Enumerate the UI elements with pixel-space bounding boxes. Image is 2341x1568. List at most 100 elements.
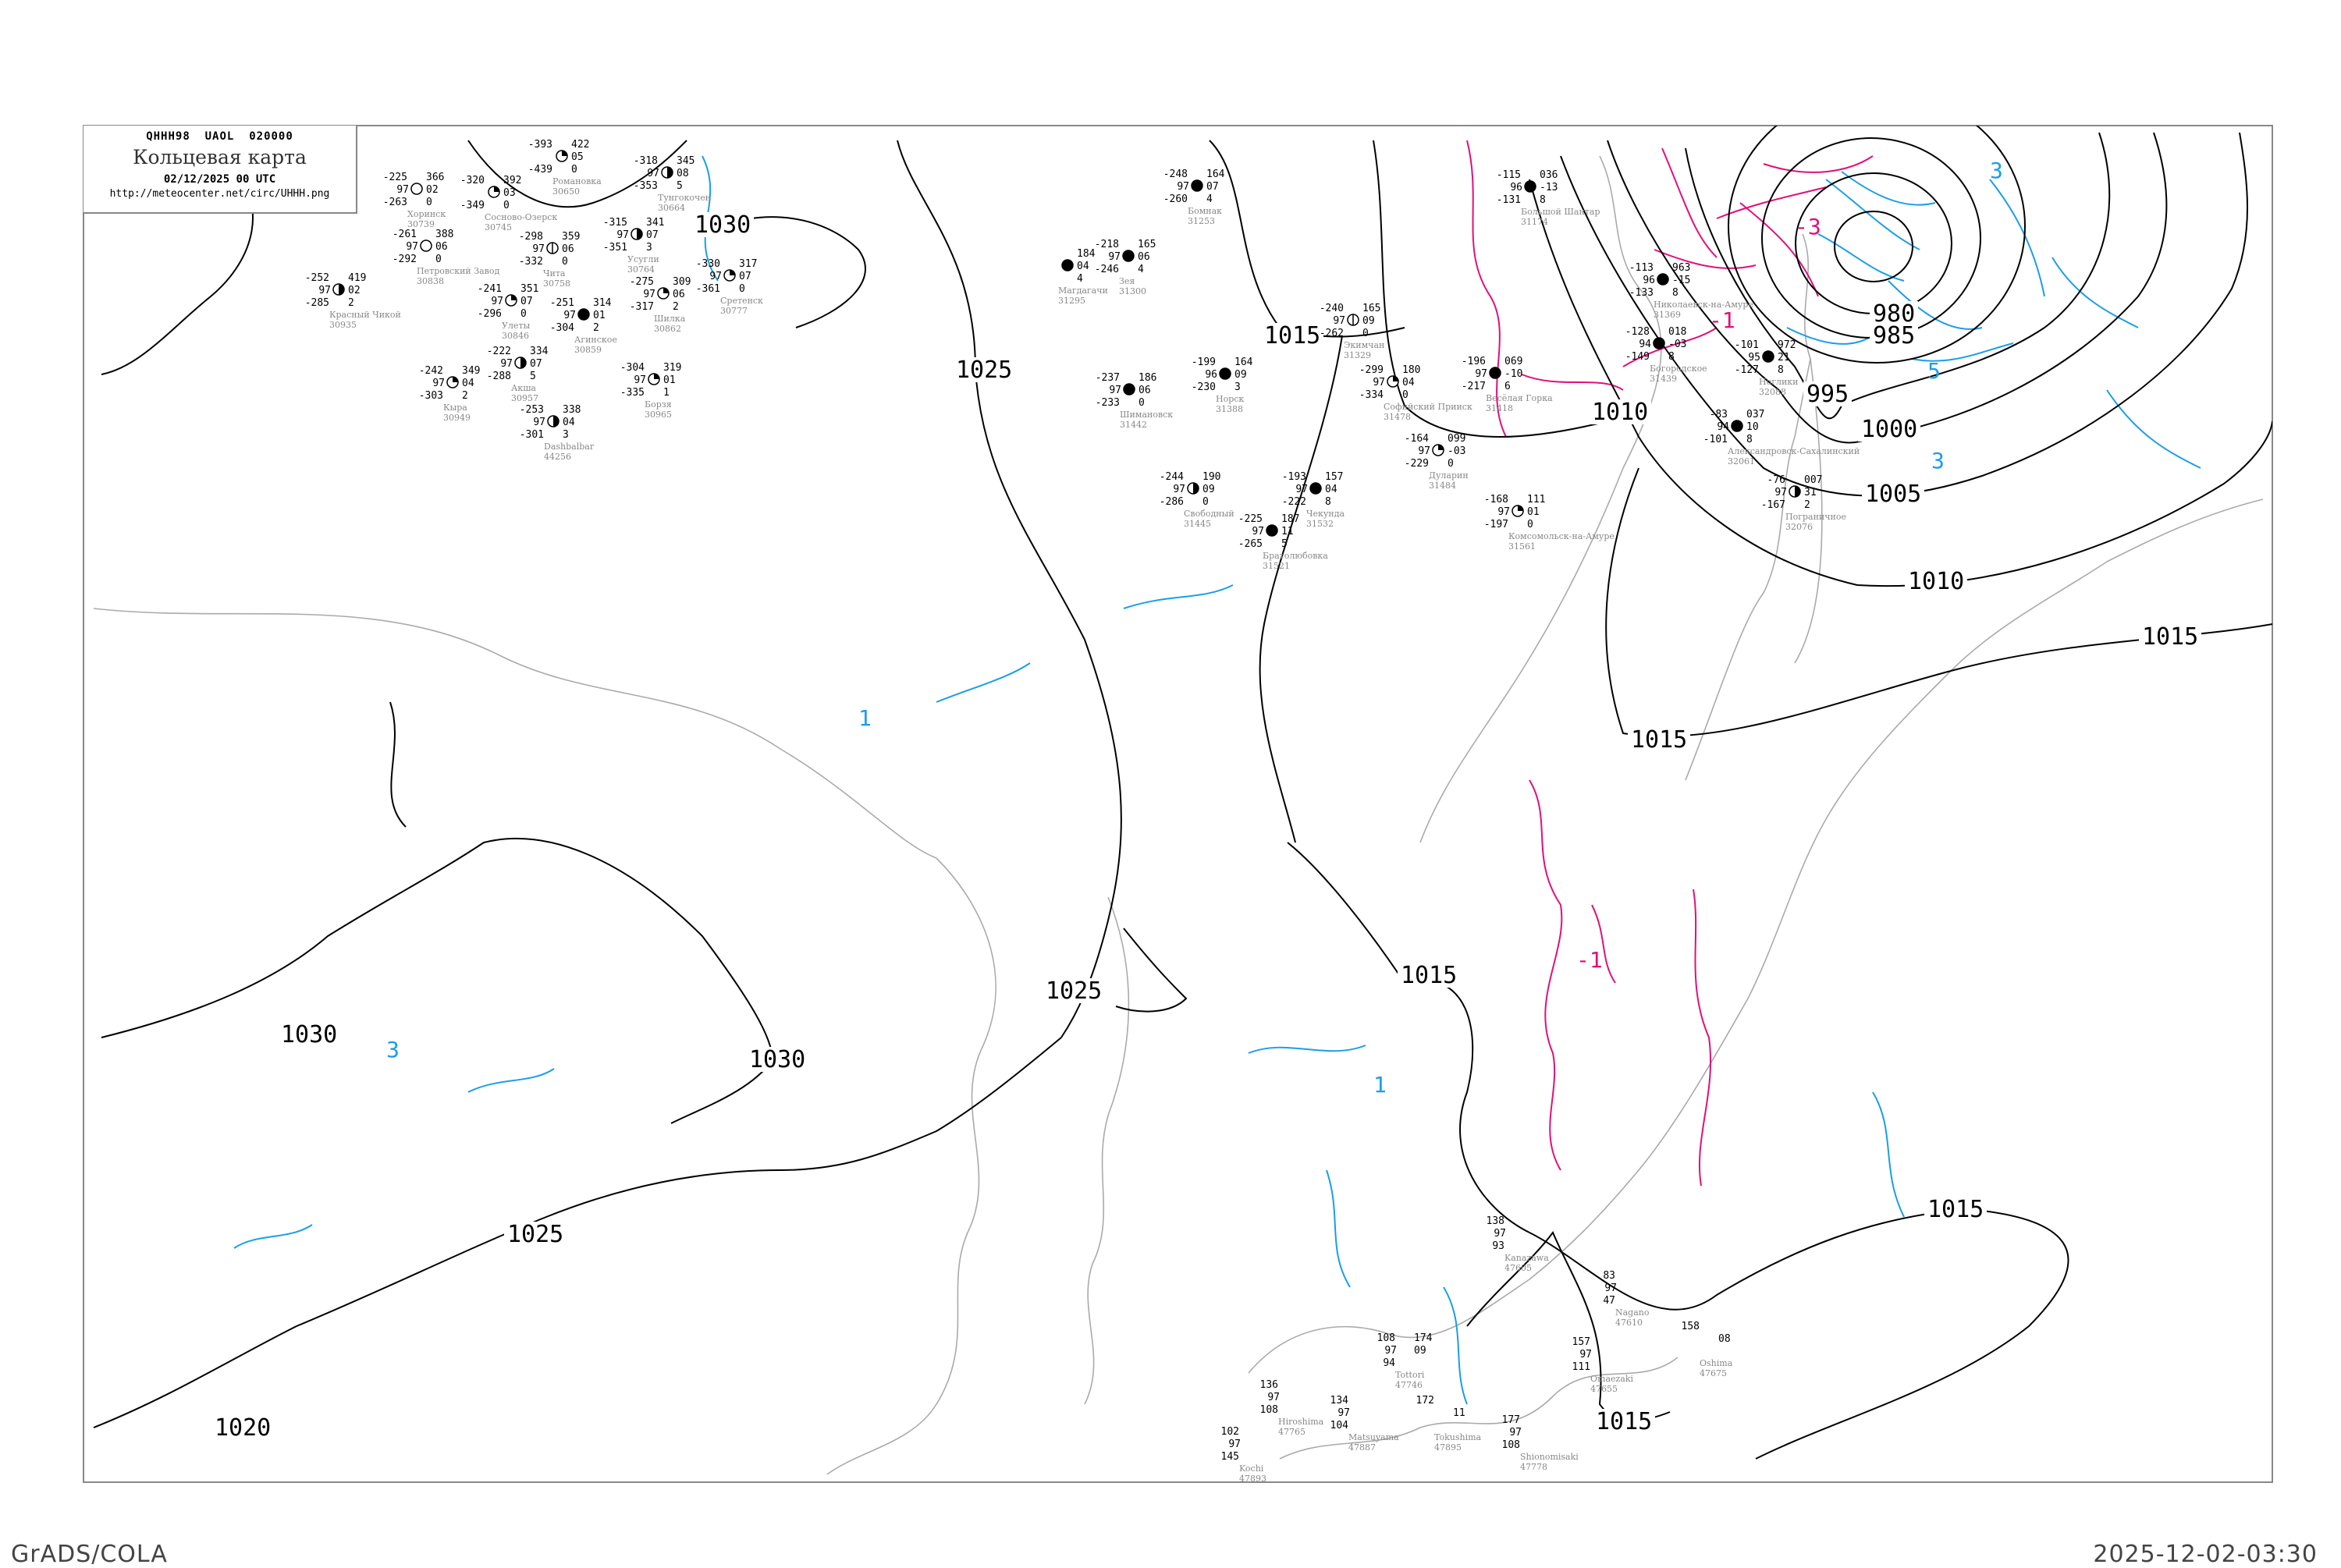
temperature-value: -115 (1497, 169, 1521, 181)
pressure-rise-label: 1 (858, 705, 872, 731)
station-id: 31532 (1306, 519, 1334, 529)
station-name: Tokushima (1434, 1432, 1482, 1442)
cloud-cover-fill (1657, 274, 1668, 285)
low-cloud-value: 0 (1202, 496, 1209, 508)
pressure-tendency-value: 06 (673, 289, 685, 300)
pressure-fall-label: -1 (1576, 947, 1603, 973)
pressure-tendency-value: 11 (1453, 1407, 1465, 1419)
temperature-value: -299 (1359, 364, 1384, 376)
pressure-tendency-value: 07 (530, 358, 542, 370)
station-name: Богородское (1650, 364, 1707, 374)
cloud-cover-fill (494, 186, 499, 192)
station-name: Красный Чикой (329, 310, 401, 320)
cloud-cover-fill (1490, 367, 1501, 378)
low-cloud-value: 3 (646, 242, 652, 254)
dew-point-value: -332 (519, 256, 543, 268)
visibility-value: 97 (1333, 315, 1345, 327)
station-name: Агинское (574, 335, 617, 345)
pressure-rise-label: 1 (1373, 1072, 1387, 1098)
station-name: Зея (1119, 276, 1135, 286)
station-id: 31253 (1188, 216, 1215, 226)
temperature-value: -330 (696, 258, 720, 270)
visibility-value: 97 (1109, 385, 1121, 396)
isobar-label: 1030 (694, 211, 751, 239)
station-id: 47887 (1348, 1442, 1376, 1453)
cloud-cover-fill (339, 284, 344, 295)
station-id: 47895 (1434, 1442, 1462, 1453)
station-name: Сретенск (720, 296, 763, 306)
station-name: Ноглики (1759, 377, 1799, 387)
dew-point-value: -149 (1625, 351, 1650, 363)
dew-point-value: -131 (1497, 194, 1521, 206)
temperature-value: -196 (1462, 356, 1486, 367)
dew-point-value: -285 (305, 297, 329, 309)
temperature-value: 134 (1330, 1395, 1349, 1407)
pressure-value: 186 (1139, 372, 1156, 384)
station-id: 47778 (1520, 1462, 1547, 1472)
station-id: 31561 (1508, 541, 1536, 552)
visibility-value: 97 (634, 374, 646, 386)
station-name: Чита (543, 268, 566, 278)
isobar-label: 1015 (1927, 1196, 1984, 1223)
station-id: 47893 (1239, 1474, 1266, 1484)
temperature-value: -168 (1484, 494, 1508, 506)
low-cloud-value: 8 (1672, 287, 1678, 299)
temperature-value: 138 (1487, 1215, 1504, 1227)
pressure-value: 972 (1778, 339, 1796, 351)
station-id: 30664 (658, 203, 685, 213)
station-name: Борзя (645, 399, 672, 410)
pressure-value: 419 (348, 272, 366, 284)
pressure-value: 164 (1234, 357, 1253, 368)
visibility-value: 97 (500, 358, 513, 370)
pressure-value: 317 (739, 258, 757, 270)
temperature-value: -275 (630, 276, 654, 288)
isobar-label-bg (1043, 978, 1105, 1003)
pressure-value: 351 (520, 283, 538, 295)
cloud-cover-fill (730, 270, 735, 275)
cloud-cover-fill (1732, 420, 1742, 431)
cloud-cover-fill (1124, 384, 1135, 395)
isobar-label-bg (1862, 481, 1924, 506)
pressure-tendency-value: 09 (1414, 1345, 1426, 1357)
isobar-label: 1030 (749, 1046, 805, 1073)
visibility-value: 97 (406, 241, 418, 253)
isobar-label: 1015 (1596, 1408, 1652, 1435)
isobar-label-bg (1589, 399, 1651, 424)
dew-point-value: -317 (630, 301, 654, 313)
dew-point-value: -286 (1160, 496, 1184, 508)
cloud-cover-fill (1763, 351, 1774, 362)
dew-point-value: -246 (1095, 264, 1119, 275)
pressure-tendency-value: 08 (1718, 1333, 1731, 1345)
pressure-value: 180 (1402, 364, 1420, 376)
pressure-tendency-value: 04 (563, 417, 575, 428)
temperature-value: 177 (1502, 1414, 1520, 1426)
station-id: 31442 (1120, 420, 1147, 430)
visibility-value: 96 (1510, 182, 1522, 193)
station-name: Tottori (1395, 1370, 1425, 1380)
visibility-value: 94 (1717, 421, 1729, 433)
temperature-value: 83 (1603, 1270, 1615, 1282)
pressure-tendency-value: 06 (435, 241, 448, 253)
dew-point-value: -230 (1192, 381, 1216, 393)
pressure-value: 359 (562, 231, 580, 243)
pressure-value: 314 (593, 297, 612, 309)
pressure-value: 157 (1325, 471, 1343, 483)
dew-point-value: -265 (1238, 538, 1263, 550)
bulletin-code: QHHH98 UAOL 020000 (146, 130, 293, 143)
station-id: 31418 (1486, 403, 1513, 413)
pressure-value: 341 (646, 217, 664, 229)
temperature-value: -304 (620, 362, 645, 374)
low-cloud-value: 0 (503, 200, 510, 211)
low-cloud-value: 8 (1325, 496, 1331, 508)
dew-point-value: -233 (1096, 397, 1120, 409)
dew-point-value: -222 (1282, 496, 1306, 508)
pressure-fall-lines (1466, 140, 1874, 1187)
